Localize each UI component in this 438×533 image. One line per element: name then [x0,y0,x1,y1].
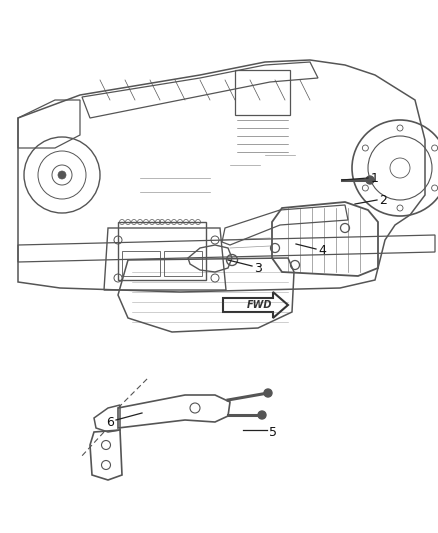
Text: FWD: FWD [247,300,273,310]
Text: 2: 2 [379,193,387,206]
Circle shape [58,171,66,179]
Circle shape [258,411,266,419]
Text: 5: 5 [269,425,277,439]
Bar [122,251,160,276]
Circle shape [366,176,374,184]
Text: 6: 6 [106,416,114,429]
Text: 4: 4 [318,244,326,256]
Bar [164,251,202,276]
Circle shape [264,389,272,397]
Text: 3: 3 [254,262,262,274]
Text: 1: 1 [371,172,379,184]
Bar [118,222,206,280]
